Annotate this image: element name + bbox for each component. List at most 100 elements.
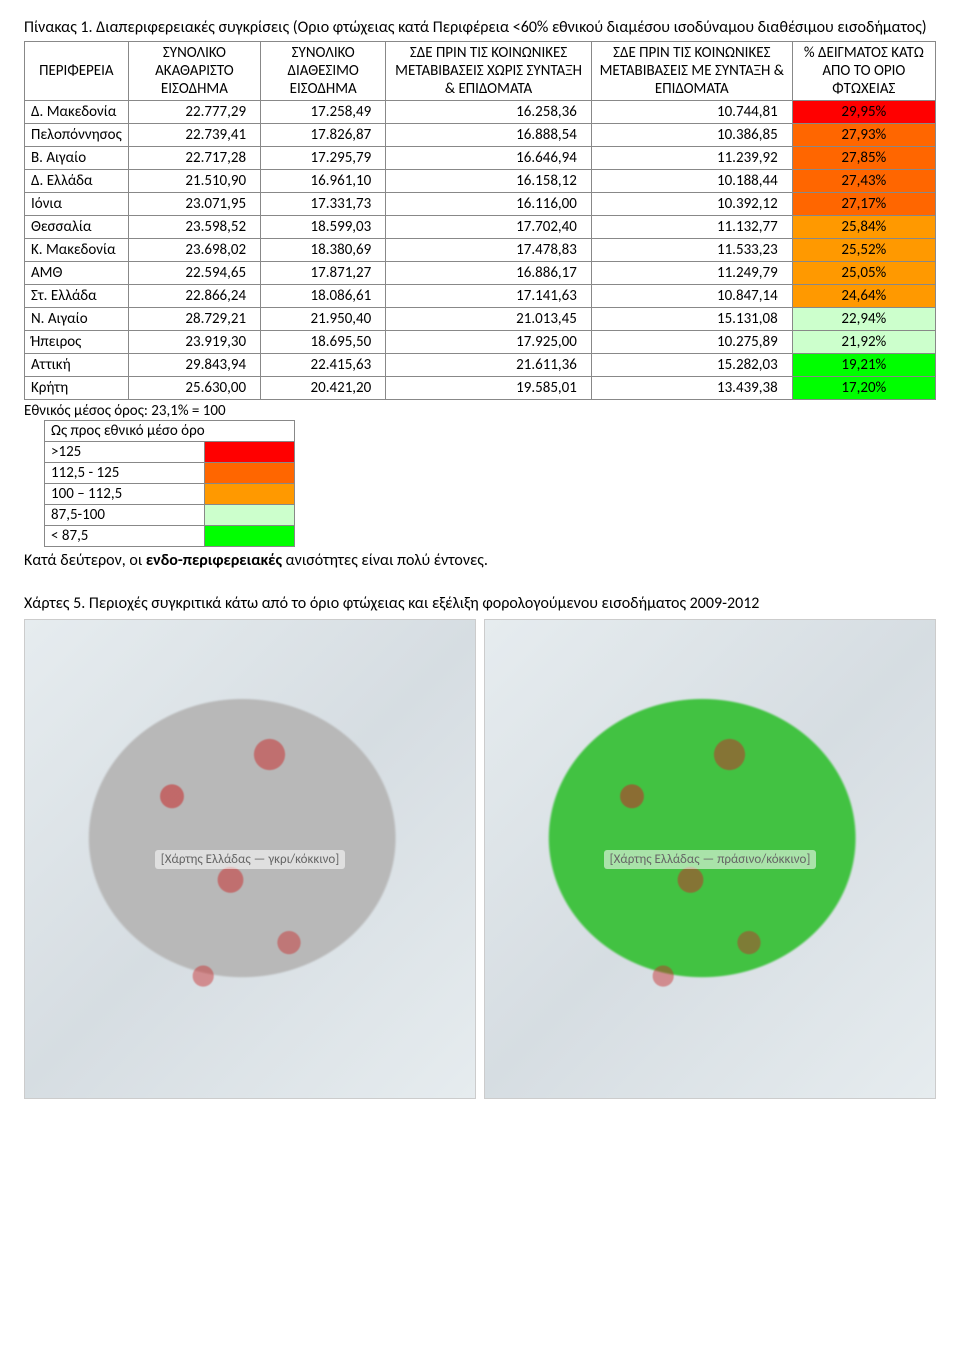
legend-row: 87,5-100 [45,505,295,526]
cell-value: 21.950,40 [261,308,386,331]
cell-region: Στ. Ελλάδα [25,285,129,308]
cell-pct: 27,17% [792,193,935,216]
table-title-prefix: Πίνακας 1. [24,18,93,37]
cell-value: 16.258,36 [386,101,592,124]
cell-value: 10.386,85 [591,124,792,147]
map-left-label: [Χάρτης Ελλάδας — γκρι/κόκκινο] [155,850,346,869]
cell-value: 22.415,63 [261,354,386,377]
cell-value: 11.239,92 [591,147,792,170]
cell-value: 18.695,50 [261,331,386,354]
table-title: Πίνακας 1. Διαπεριφερειακές συγκρίσεις (… [24,18,936,37]
cell-value: 10.188,44 [591,170,792,193]
cell-value: 22.777,29 [128,101,260,124]
table-row: Ήπειρος23.919,3018.695,5017.925,0010.275… [25,331,936,354]
table-footnote: Εθνικός μέσος όρος: 23,1% = 100 [24,402,936,420]
cell-value: 15.131,08 [591,308,792,331]
table-header-row: ΠΕΡΙΦΕΡΕΙΑ ΣΥΝΟΛΙΚΟ ΑΚΑΘΑΡΙΣΤΟ ΕΙΣΟΔΗΜΑ … [25,42,936,101]
cell-value: 11.533,23 [591,239,792,262]
table-row: Αττική29.843,9422.415,6321.611,3615.282,… [25,354,936,377]
cell-value: 17.871,27 [261,262,386,285]
cell-value: 10.275,89 [591,331,792,354]
cell-value: 16.888,54 [386,124,592,147]
col-gross: ΣΥΝΟΛΙΚΟ ΑΚΑΘΑΡΙΣΤΟ ΕΙΣΟΔΗΜΑ [128,42,260,101]
cell-region: Αττική [25,354,129,377]
legend-label: < 87,5 [45,526,205,547]
cell-pct: 25,05% [792,262,935,285]
cell-value: 23.698,02 [128,239,260,262]
cell-value: 17.141,63 [386,285,592,308]
table-row: Δ. Ελλάδα21.510,9016.961,1016.158,1210.1… [25,170,936,193]
maps-title: Χάρτες 5. Περιοχές συγκριτικά κάτω από τ… [24,594,936,613]
cell-value: 21.611,36 [386,354,592,377]
cell-region: Ιόνια [25,193,129,216]
legend-label: 100 – 112,5 [45,484,205,505]
table-row: Ιόνια23.071,9517.331,7316.116,0010.392,1… [25,193,936,216]
cell-pct: 25,84% [792,216,935,239]
cell-region: Θεσσαλία [25,216,129,239]
table-row: Β. Αιγαίο22.717,2817.295,7916.646,9411.2… [25,147,936,170]
regions-table: ΠΕΡΙΦΕΡΕΙΑ ΣΥΝΟΛΙΚΟ ΑΚΑΘΑΡΙΣΤΟ ΕΙΣΟΔΗΜΑ … [24,41,936,400]
legend-swatch [205,484,295,505]
cell-value: 17.826,87 [261,124,386,147]
cell-value: 22.866,24 [128,285,260,308]
cell-pct: 29,95% [792,101,935,124]
legend-label: >125 [45,442,205,463]
cell-value: 15.282,03 [591,354,792,377]
legend-swatch [205,505,295,526]
cell-region: Ήπειρος [25,331,129,354]
cell-value: 28.729,21 [128,308,260,331]
cell-value: 16.961,10 [261,170,386,193]
cell-value: 13.439,38 [591,377,792,400]
col-region: ΠΕΡΙΦΕΡΕΙΑ [25,42,129,101]
cell-value: 11.249,79 [591,262,792,285]
cell-value: 20.421,20 [261,377,386,400]
cell-value: 16.646,94 [386,147,592,170]
cell-value: 29.843,94 [128,354,260,377]
cell-pct: 22,94% [792,308,935,331]
legend-swatch [205,463,295,484]
legend-swatch [205,442,295,463]
cell-value: 22.594,65 [128,262,260,285]
para-post: ανισότητες είναι πολύ έντονες. [282,551,488,570]
cell-pct: 19,21% [792,354,935,377]
cell-region: Πελοπόννησος [25,124,129,147]
table-row: Δ. Μακεδονία22.777,2917.258,4916.258,361… [25,101,936,124]
legend-label: 112,5 - 125 [45,463,205,484]
cell-value: 17.925,00 [386,331,592,354]
col-pct: % ΔΕΙΓΜΑΤΟΣ ΚΑΤΩ ΑΠΟ ΤΟ ΟΡΙΟ ΦΤΩΧΕΙΑΣ [792,42,935,101]
table-row: Ν. Αιγαίο28.729,2121.950,4021.013,4515.1… [25,308,936,331]
table-row: Κ. Μακεδονία23.698,0218.380,6917.478,831… [25,239,936,262]
cell-pct: 21,92% [792,331,935,354]
legend-row: >125 [45,442,295,463]
cell-pct: 25,52% [792,239,935,262]
legend-row: 100 – 112,5 [45,484,295,505]
col-sde-with: ΣΔΕ ΠΡΙΝ ΤΙΣ ΚΟΙΝΩΝΙΚΕΣ ΜΕΤΑΒΙΒΑΣΕΙΣ ΜΕ … [591,42,792,101]
cell-value: 10.392,12 [591,193,792,216]
legend-row: < 87,5 [45,526,295,547]
cell-value: 17.331,73 [261,193,386,216]
maps-title-rest: Περιοχές συγκριτικά κάτω από το όριο φτώ… [85,594,759,613]
cell-region: Δ. Ελλάδα [25,170,129,193]
cell-value: 18.599,03 [261,216,386,239]
cell-value: 21.013,45 [386,308,592,331]
table-row: Στ. Ελλάδα22.866,2418.086,6117.141,6310.… [25,285,936,308]
cell-value: 17.702,40 [386,216,592,239]
cell-value: 17.258,49 [261,101,386,124]
table-row: Κρήτη25.630,0020.421,2019.585,0113.439,3… [25,377,936,400]
cell-pct: 24,64% [792,285,935,308]
cell-region: Ν. Αιγαίο [25,308,129,331]
cell-value: 17.295,79 [261,147,386,170]
cell-value: 10.847,14 [591,285,792,308]
cell-value: 16.116,00 [386,193,592,216]
cell-region: ΑΜΘ [25,262,129,285]
para-pre: Κατά δεύτερον, οι [24,551,146,570]
cell-value: 25.630,00 [128,377,260,400]
map-right: [Χάρτης Ελλάδας — πράσινο/κόκκινο] [484,619,936,1099]
cell-value: 21.510,90 [128,170,260,193]
cell-pct: 27,43% [792,170,935,193]
cell-value: 23.919,30 [128,331,260,354]
cell-region: Κ. Μακεδονία [25,239,129,262]
cell-region: Κρήτη [25,377,129,400]
table-title-rest: Διαπεριφερειακές συγκρίσεις (Οριο φτώχει… [93,18,927,37]
table-row: ΑΜΘ22.594,6517.871,2716.886,1711.249,792… [25,262,936,285]
